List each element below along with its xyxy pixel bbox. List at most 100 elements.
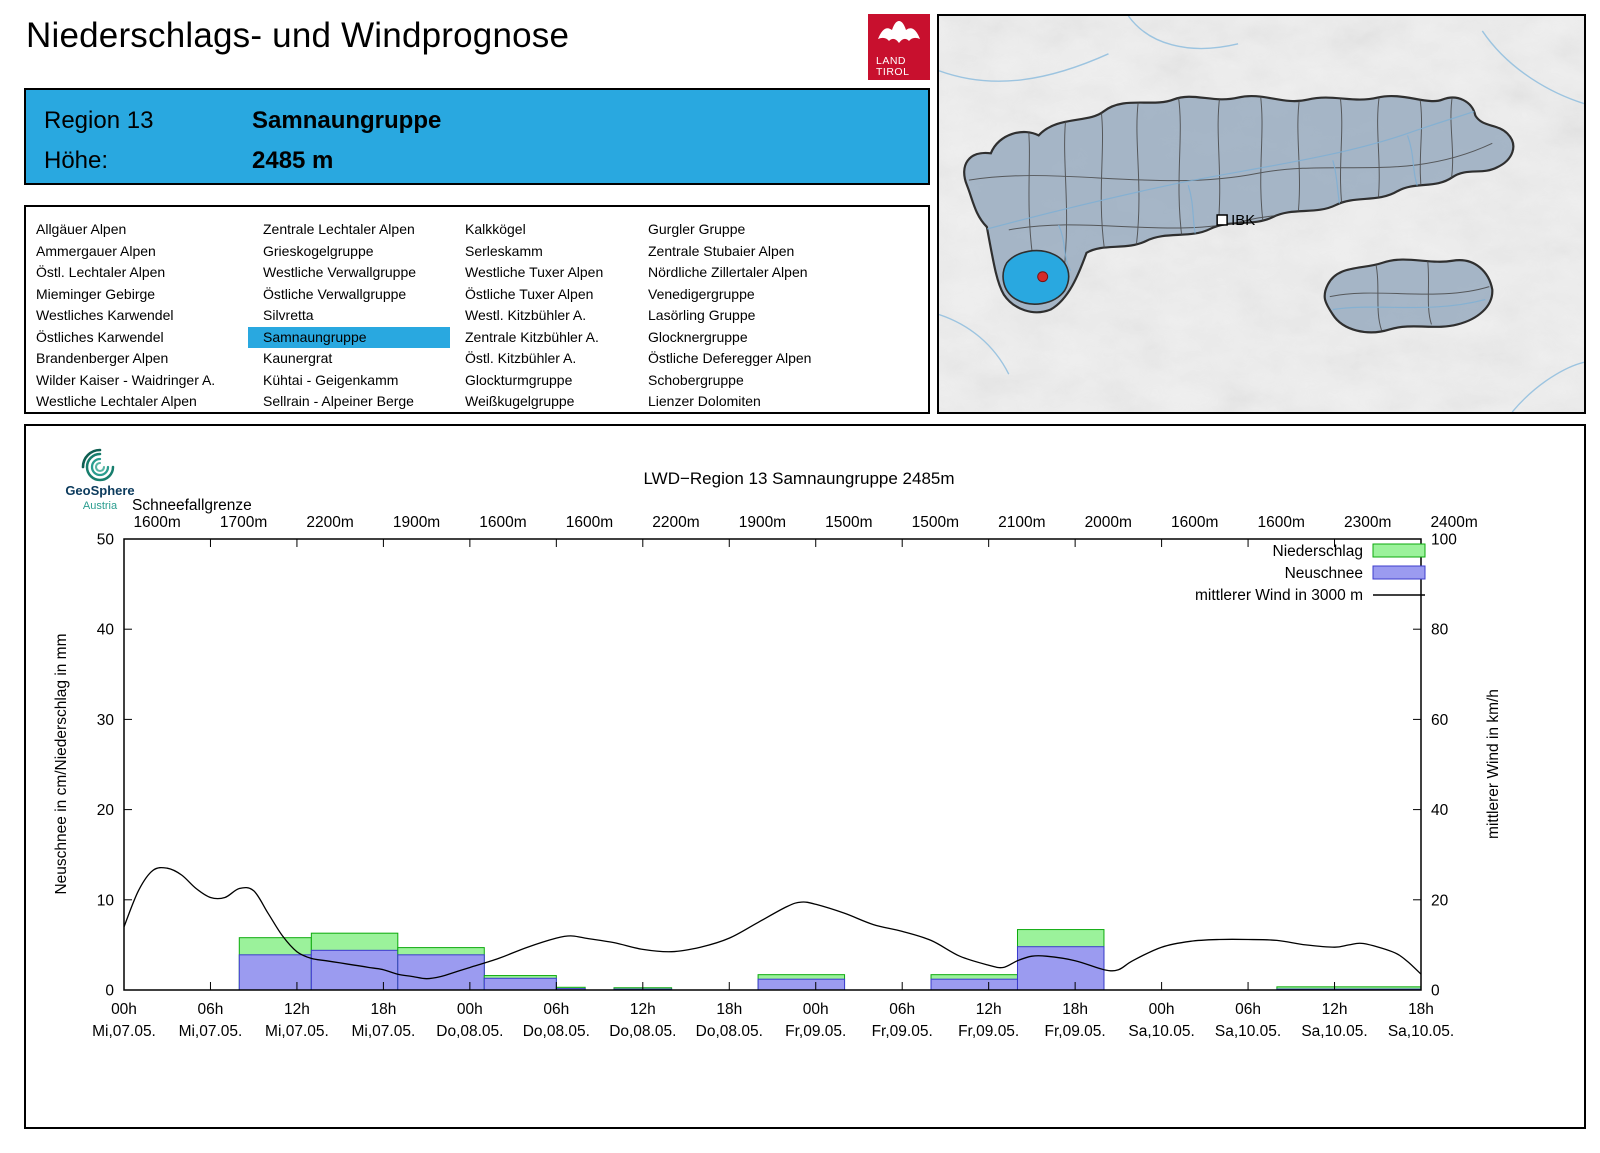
x-tick-day: Fr,09.05. [958, 1023, 1019, 1040]
region-list-item[interactable]: Serleskamm [465, 242, 543, 259]
region-list-item[interactable]: Zentrale Stubaier Alpen [648, 242, 795, 259]
neuschnee-bar [757, 978, 846, 991]
region-list-item[interactable]: Wilder Kaiser - Waidringer A. [36, 371, 216, 388]
snowline-value: 1500m [825, 514, 872, 531]
logo-text-line2: TIROL [876, 66, 909, 78]
legend-label: mittlerer Wind in 3000 m [1195, 587, 1363, 604]
region-list-item[interactable]: Kalkkögel [465, 221, 526, 237]
selected-region-dot [1037, 271, 1049, 283]
snowline-value: 2200m [652, 514, 699, 531]
snowline-values: 1600m 1700m 2200m 1900m 1600m 1600m 2200m 1900m… [133, 514, 1477, 531]
x-tick-day: Mi,07.05. [179, 1023, 243, 1040]
y-tick-right: 20 [1431, 892, 1449, 909]
region-list-item[interactable]: Lienzer Dolomiten [648, 393, 761, 409]
x-tick-time: 00h [457, 1001, 483, 1018]
legend-box-swatch [1372, 565, 1426, 580]
snowline-value: 1900m [393, 514, 440, 531]
legend-label: Neuschnee [1285, 565, 1363, 582]
region-list-item[interactable]: Westliche Verwallgruppe [263, 264, 417, 280]
x-tick-time: 06h [198, 1001, 224, 1018]
snowline-value: 2300m [1344, 514, 1391, 531]
tirol-eagle-icon [878, 21, 920, 43]
x-tick-day: Do,08.05. [609, 1023, 676, 1040]
x-tick-time: 06h [543, 1001, 569, 1018]
region-list-item[interactable]: Brandenberger Alpen [36, 350, 169, 366]
region-list-item[interactable]: Östliche Tuxer Alpen [465, 285, 594, 302]
region-list-item[interactable]: Glockturmgruppe [465, 371, 573, 388]
east-tirol-river [1332, 298, 1486, 311]
y-tick-left: 30 [97, 712, 115, 729]
x-tick-day: Mi,07.05. [92, 1023, 156, 1040]
forecast-chart-panel: GeoSphere Austria 00h Mi,07.05. 06h Mi,07.0… [24, 424, 1586, 1129]
region-number-label: Region 13 [44, 107, 154, 134]
snowline-value: 2000m [1085, 514, 1132, 531]
region-list-item[interactable]: Lasörling Gruppe [648, 307, 756, 323]
region-list-item[interactable]: Westliche Lechtaler Alpen [36, 393, 197, 409]
neuschnee-bar [1016, 946, 1105, 991]
snowline-value: 1500m [912, 514, 959, 531]
region-list-item[interactable]: Sellrain - Alpeiner Berge [263, 393, 414, 409]
region-list-item[interactable]: Schobergruppe [648, 371, 744, 388]
region-list-item[interactable]: Mieminger Gebirge [36, 285, 156, 302]
x-tick-time: 18h [1408, 1001, 1434, 1018]
region-list-item[interactable]: Weißkugelgruppe [465, 393, 575, 409]
x-tick-day: Do,08.05. [436, 1023, 503, 1040]
region-list-item[interactable]: Ammergauer Alpen [36, 242, 156, 259]
x-tick-time: 00h [803, 1001, 829, 1018]
region-list-item[interactable]: Zentrale Lechtaler Alpen [263, 221, 415, 237]
region-list-item[interactable]: Grieskogelgruppe [263, 242, 374, 259]
snowline-value: 1600m [566, 514, 613, 531]
y-tick-left: 20 [97, 802, 115, 819]
region-list-item-selected[interactable]: Samnaungruppe [248, 326, 450, 348]
altitude-label: Höhe: [44, 147, 109, 174]
region-list-item[interactable]: Östl. Kitzbühler A. [465, 350, 577, 366]
wind-line [123, 866, 1422, 980]
y-tick-left: 10 [97, 892, 115, 909]
region-list-item[interactable]: Gurgler Gruppe [648, 221, 746, 237]
y-tick-left: 50 [97, 532, 115, 549]
region-list-item[interactable]: Silvretta [263, 307, 314, 323]
x-tick-time: 00h [111, 1001, 137, 1018]
logo-text-line1: LAND [876, 55, 906, 67]
region-list-item[interactable]: Allgäuer Alpen [36, 221, 127, 237]
region-list-column: Zentrale Lechtaler Alpen Grieskogelgruppe… [248, 219, 450, 412]
east-tirol-outline [1323, 258, 1494, 334]
geosphere-logo: GeoSphere Austria [52, 444, 148, 514]
x-tick-day: Sa,10.05. [1388, 1023, 1454, 1040]
snowline-label: Schneefallgrenze [132, 497, 252, 514]
bars-layer [238, 929, 1422, 991]
x-tick-time: 12h [1322, 1001, 1348, 1018]
region-list-item[interactable]: Westl. Kitzbühler A. [465, 307, 587, 323]
selected-region-shape[interactable] [1002, 249, 1070, 305]
legend-box-swatch [1372, 543, 1426, 558]
x-tick-time: 00h [1149, 1001, 1175, 1018]
geosphere-spiral-icon [81, 448, 115, 482]
region-list-item[interactable]: Östliche Deferegger Alpen [648, 350, 812, 366]
region-list-item[interactable]: Östliches Karwendel [36, 328, 164, 345]
forecast-chart: 00h Mi,07.05. 06h Mi,07.05. 12h Mi,07.05. 18h M… [53, 469, 1502, 1040]
y-tick-right: 100 [1431, 532, 1457, 549]
region-list-item[interactable]: Venedigergruppe [648, 285, 755, 302]
region-list-item[interactable]: Östl. Lechtaler Alpen [36, 264, 166, 280]
region-list-item[interactable]: Glocknergruppe [648, 328, 748, 345]
y-tick-left: 40 [97, 622, 115, 639]
region-list-item[interactable]: Zentrale Kitzbühler A. [465, 328, 599, 345]
x-tick-day: Fr,09.05. [785, 1023, 846, 1040]
region-list-item[interactable]: Westliches Karwendel [36, 307, 174, 323]
y-tick-right: 0 [1431, 983, 1440, 1000]
region-list-item[interactable]: Kühtai - Geigenkamm [263, 371, 399, 388]
tirol-map: IBK [937, 14, 1586, 414]
chart-legend: Niederschlag Neuschnee mittlerer Wind in 3… [1195, 543, 1426, 604]
snowline-value: 1900m [739, 514, 786, 531]
snowline-value: 1600m [479, 514, 526, 531]
region-list-item[interactable]: Nördliche Zillertaler Alpen [648, 264, 808, 280]
region-list-item[interactable]: Kaunergrat [263, 350, 333, 366]
neuschnee-bar [238, 954, 312, 991]
region-list-column: Kalkkögel Serleskamm Westliche Tuxer Alpen… [450, 219, 633, 412]
x-tick-day: Mi,07.05. [352, 1023, 416, 1040]
geosphere-wordmark: GeoSphere [65, 483, 134, 498]
chart-title: LWD−Region 13 Samnaungruppe 2485m [643, 469, 954, 488]
region-list-item[interactable]: Östliche Verwallgruppe [263, 285, 407, 302]
east-tirol-internal-borders [1329, 259, 1490, 331]
region-list-item[interactable]: Westliche Tuxer Alpen [465, 264, 604, 280]
